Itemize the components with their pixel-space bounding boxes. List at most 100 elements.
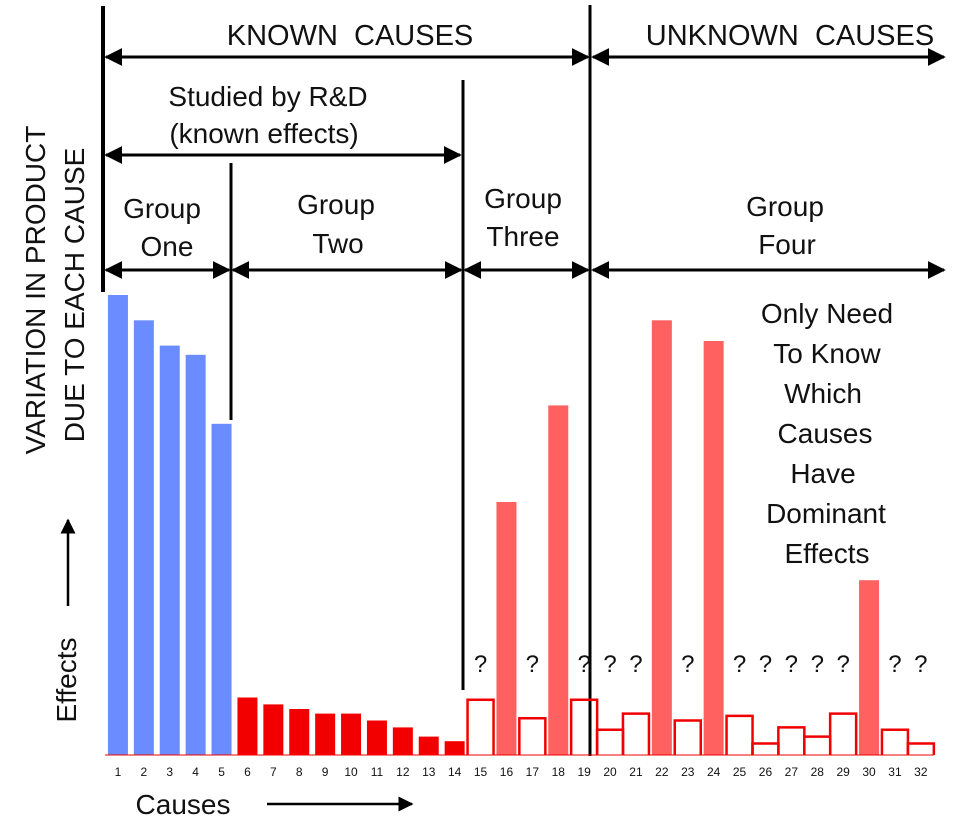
bar-cause-30 — [859, 580, 880, 755]
question-mark-21: ? — [629, 651, 642, 678]
bar-cause-26 — [751, 742, 780, 755]
group-three-label-line2: Three — [486, 221, 559, 252]
tick-label-23: 23 — [681, 765, 695, 779]
question-marks-layer: ????????????? — [474, 651, 928, 678]
unknown-causes-label: UNKNOWN CAUSES — [646, 20, 934, 52]
tick-labels-layer: 1 2 3 4 5 6 7 8 9 10 11 12 13 14 15 16 17 18 19 20 21 22 23 24 2… — [115, 765, 928, 779]
bar-cause-14 — [444, 741, 465, 755]
question-mark-31: ? — [888, 651, 901, 678]
tick-label-31: 31 — [888, 765, 902, 779]
group-three-label-line1: Group — [484, 183, 562, 214]
bar-cause-27 — [777, 726, 806, 755]
tick-label-27: 27 — [785, 765, 799, 779]
question-mark-15: ? — [474, 651, 487, 678]
bar-cause-12 — [392, 727, 413, 755]
question-mark-20: ? — [603, 651, 616, 678]
note-line-7: Effects — [784, 538, 869, 569]
tick-label-11: 11 — [371, 765, 384, 779]
rd-label-line2: (known effects) — [169, 118, 358, 149]
y-axis-title-line1: VARIATION IN PRODUCT — [20, 126, 51, 455]
tick-label-9: 9 — [322, 765, 329, 779]
question-mark-19: ? — [577, 651, 590, 678]
bar-cause-6 — [237, 697, 258, 755]
tick-label-18: 18 — [552, 765, 566, 779]
bar-cause-31 — [880, 728, 910, 755]
tick-label-5: 5 — [218, 765, 225, 779]
bar-cause-13 — [418, 736, 439, 755]
tick-label-20: 20 — [603, 765, 617, 779]
note-line-4: Causes — [778, 418, 873, 449]
bar-cause-24 — [703, 341, 724, 755]
question-mark-27: ? — [785, 651, 798, 678]
bar-cause-18 — [548, 405, 569, 755]
tick-label-2: 2 — [141, 765, 148, 779]
bar-cause-2 — [133, 320, 154, 755]
bar-cause-32 — [906, 742, 936, 755]
tick-label-8: 8 — [296, 765, 303, 779]
bar-cause-11 — [366, 720, 387, 755]
tick-label-30: 30 — [862, 765, 876, 779]
tick-label-7: 7 — [270, 765, 277, 779]
bar-cause-1 — [107, 295, 128, 755]
bars-layer — [105, 295, 936, 756]
tick-label-4: 4 — [192, 765, 199, 779]
question-mark-25: ? — [733, 651, 746, 678]
bar-cause-9 — [315, 713, 336, 755]
question-mark-26: ? — [759, 651, 772, 678]
tick-label-24: 24 — [707, 765, 721, 779]
tick-label-13: 13 — [422, 765, 436, 779]
note-line-1: Only Need — [761, 298, 893, 329]
bar-cause-21 — [621, 712, 651, 755]
question-mark-32: ? — [914, 651, 927, 678]
question-mark-28: ? — [811, 651, 824, 678]
question-mark-29: ? — [836, 651, 849, 678]
group-one-label-line2: One — [141, 231, 194, 262]
question-mark-17: ? — [526, 651, 539, 678]
x-axis-title: Causes — [136, 789, 231, 820]
tick-label-12: 12 — [396, 765, 410, 779]
y-axis-title-line2: DUE TO EACH CAUSE — [59, 148, 90, 443]
tick-label-32: 32 — [914, 765, 928, 779]
tick-label-6: 6 — [244, 765, 251, 779]
bar-cause-7 — [263, 704, 284, 755]
tick-label-3: 3 — [166, 765, 173, 779]
bar-cause-23 — [673, 719, 702, 755]
bar-cause-29 — [828, 712, 858, 755]
note-line-6: Dominant — [766, 498, 886, 529]
tick-label-25: 25 — [733, 765, 747, 779]
note-line-2: To Know — [773, 338, 881, 369]
bar-cause-20 — [595, 728, 625, 755]
rd-label-line1: Studied by R&D — [168, 81, 367, 112]
bar-cause-22 — [651, 320, 672, 755]
tick-label-29: 29 — [836, 765, 850, 779]
tick-label-14: 14 — [448, 765, 462, 779]
bar-cause-8 — [289, 709, 310, 755]
tick-label-1: 1 — [115, 765, 122, 779]
bar-cause-10 — [341, 713, 362, 755]
bar-cause-19 — [569, 698, 599, 755]
bar-cause-16 — [496, 502, 517, 755]
tick-label-21: 21 — [629, 765, 643, 779]
note-line-5: Have — [790, 458, 855, 489]
tick-label-10: 10 — [344, 765, 358, 779]
bar-cause-3 — [159, 345, 180, 755]
group-four-label-line1: Group — [746, 191, 824, 222]
bar-cause-4 — [185, 354, 206, 755]
known-causes-label: KNOWN CAUSES — [227, 20, 474, 52]
group-two-label-line1: Group — [297, 189, 375, 220]
tick-label-15: 15 — [474, 765, 488, 779]
bar-cause-15 — [466, 698, 495, 755]
group-two-label-line2: Two — [312, 228, 363, 259]
tick-label-28: 28 — [811, 765, 825, 779]
effects-label: Effects — [51, 637, 82, 722]
tick-label-26: 26 — [759, 765, 773, 779]
note-line-3: Which — [784, 378, 862, 409]
question-mark-23: ? — [681, 651, 694, 678]
group-four-label-line2: Four — [758, 229, 816, 260]
bar-cause-28 — [803, 735, 832, 755]
bar-cause-25 — [725, 714, 754, 755]
group-one-label-line1: Group — [123, 193, 201, 224]
tick-label-22: 22 — [655, 765, 669, 779]
tick-label-17: 17 — [526, 765, 540, 779]
